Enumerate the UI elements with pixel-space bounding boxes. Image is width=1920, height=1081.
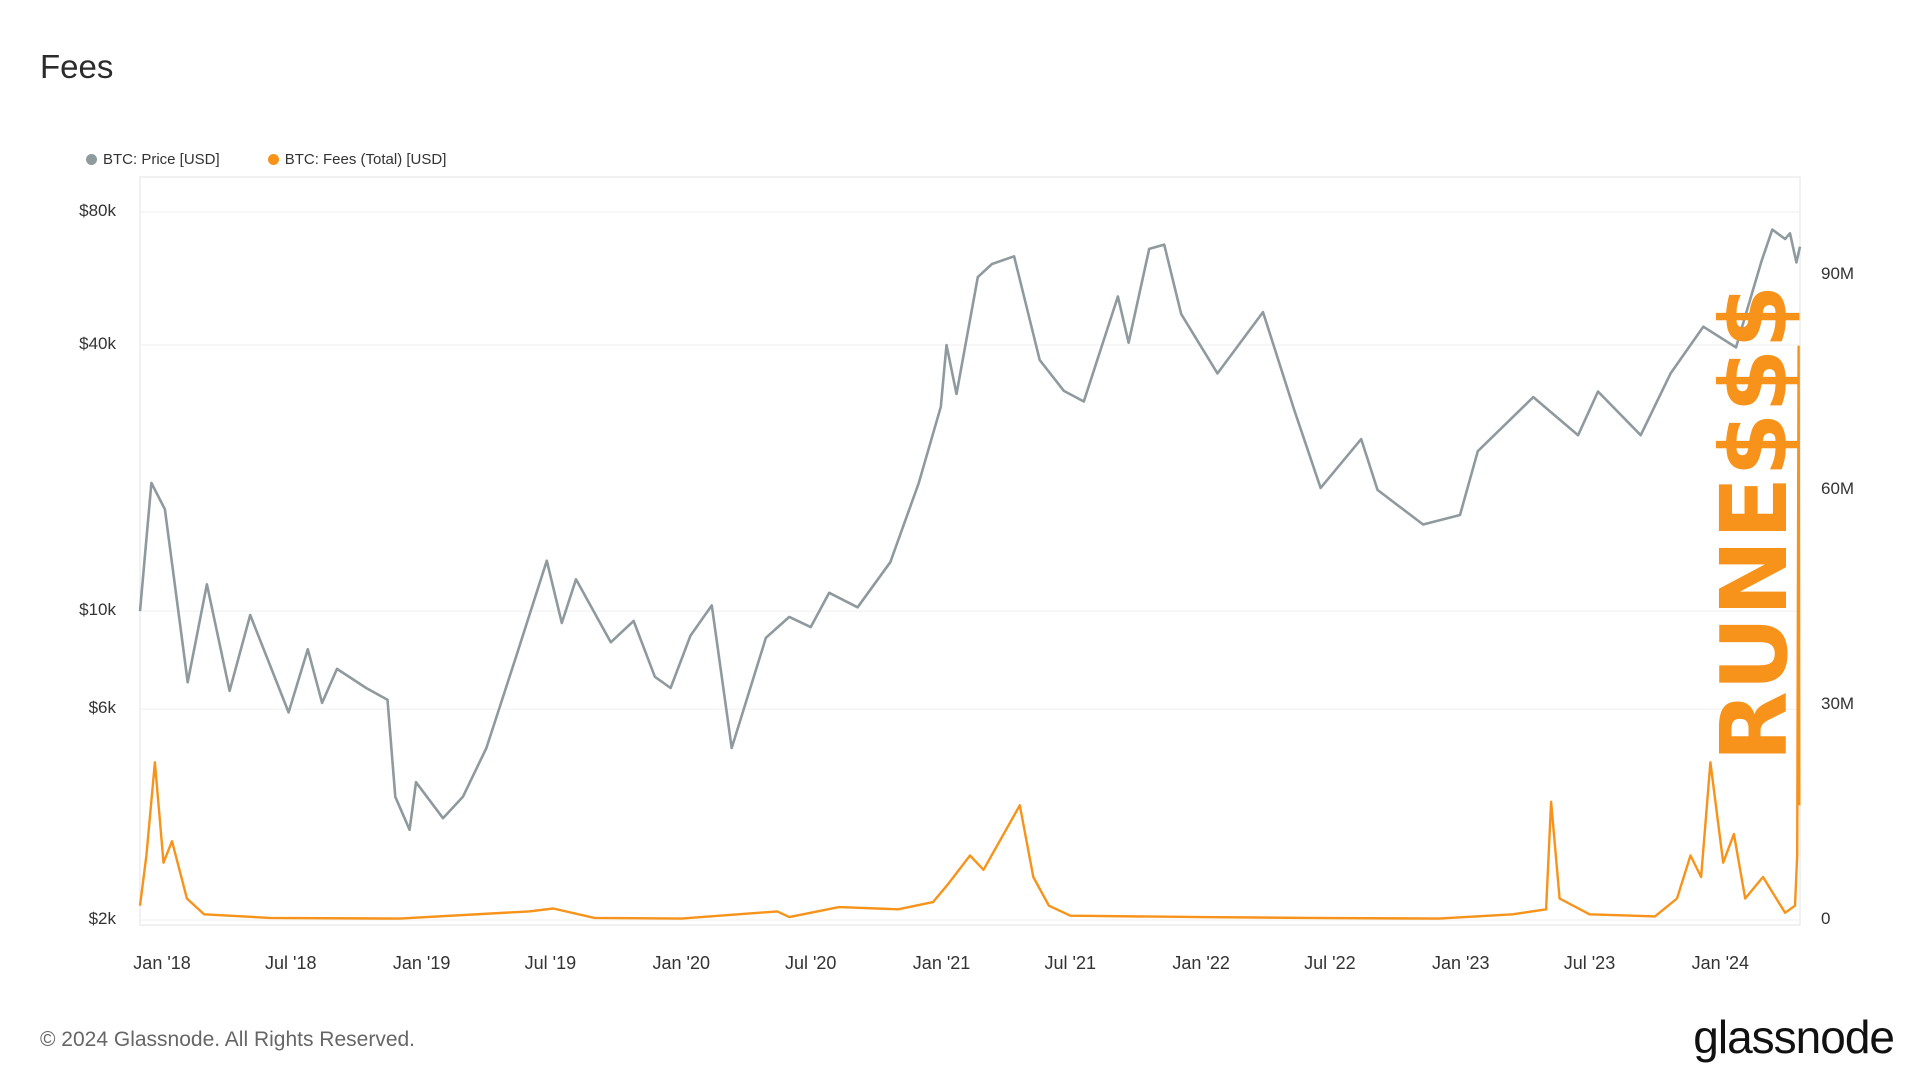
x-tick: Jan '18 xyxy=(133,953,191,973)
x-tick: Jul '19 xyxy=(524,953,577,973)
x-tick: Jan '22 xyxy=(1172,953,1230,973)
y-tick-left: $6k xyxy=(88,698,116,718)
x-tick: Jul '22 xyxy=(1304,953,1356,973)
fees-series-line xyxy=(138,345,1801,920)
legend-swatch-price xyxy=(86,154,97,165)
series-group xyxy=(138,228,1802,920)
legend-swatch-fees xyxy=(267,154,279,165)
x-tick: Jul '21 xyxy=(1044,953,1097,973)
y-tick-left: $2k xyxy=(88,909,116,928)
y-tick-left: $80k xyxy=(79,201,116,220)
glassnode-logo[interactable]: glassnode xyxy=(1693,1011,1895,1063)
x-tick: Jan '23 xyxy=(1431,953,1490,973)
chart-title: Fees xyxy=(40,48,114,85)
price-series-line xyxy=(138,228,1802,832)
legend-item-price[interactable]: BTC: Price [USD] xyxy=(86,151,220,168)
x-tick: Jan '20 xyxy=(652,953,710,973)
copyright-text: © 2024 Glassnode. All Rights Reserved. xyxy=(40,1028,416,1051)
x-tick: Jul '18 xyxy=(265,953,317,973)
x-tick: Jan '21 xyxy=(912,953,971,973)
y-tick-left: $10k xyxy=(79,600,116,620)
legend-label-price: BTC: Price [USD] xyxy=(103,151,220,168)
runes-annotation: RUNE$$$ xyxy=(1701,285,1808,762)
x-tick: Jul '23 xyxy=(1563,953,1616,973)
y-tick-right: 90M xyxy=(1821,264,1855,283)
grid-lines xyxy=(140,211,1800,921)
chart-legend: BTC: Price [USD] BTC: Fees (Total) [USD] xyxy=(86,151,446,168)
y-tick-right: 60M xyxy=(1821,479,1855,498)
y-tick-left: $40k xyxy=(79,334,116,354)
x-tick: Jan '24 xyxy=(1691,953,1750,973)
y-tick-right: 30M xyxy=(1821,694,1855,713)
legend-item-fees[interactable]: BTC: Fees (Total) [USD] xyxy=(267,151,447,168)
x-tick: Jan '19 xyxy=(392,953,451,973)
legend-label-fees: BTC: Fees (Total) [USD] xyxy=(284,151,447,168)
y-tick-right: 0 xyxy=(1821,909,1831,928)
x-tick: Jul '20 xyxy=(784,953,837,973)
